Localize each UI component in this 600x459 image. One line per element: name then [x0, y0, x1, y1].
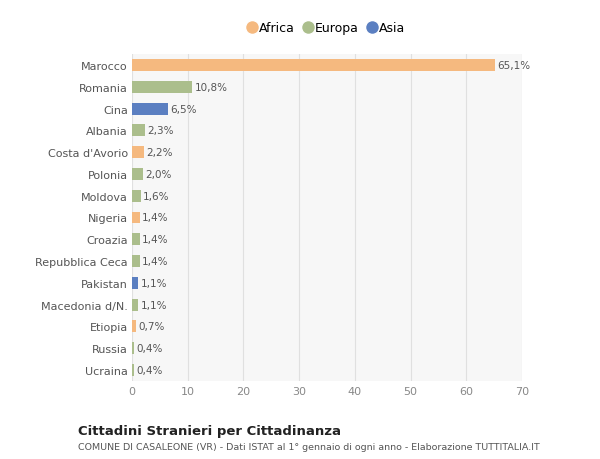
Text: 1,1%: 1,1% [140, 278, 167, 288]
Bar [132, 364, 134, 376]
Text: 0,7%: 0,7% [138, 322, 164, 332]
Text: 1,6%: 1,6% [143, 191, 170, 202]
Bar [132, 147, 144, 159]
Text: 10,8%: 10,8% [194, 83, 227, 93]
Bar [132, 277, 138, 289]
Bar [132, 299, 138, 311]
Text: COMUNE DI CASALEONE (VR) - Dati ISTAT al 1° gennaio di ogni anno - Elaborazione : COMUNE DI CASALEONE (VR) - Dati ISTAT al… [78, 442, 540, 451]
Text: 0,4%: 0,4% [136, 365, 163, 375]
Text: 0,4%: 0,4% [136, 343, 163, 353]
Text: 2,0%: 2,0% [145, 169, 172, 179]
Text: 1,4%: 1,4% [142, 235, 169, 245]
Text: 1,4%: 1,4% [142, 213, 169, 223]
Text: 2,2%: 2,2% [146, 148, 173, 158]
Bar [132, 190, 141, 202]
Text: 1,1%: 1,1% [140, 300, 167, 310]
Bar [132, 82, 192, 94]
Bar [132, 60, 494, 72]
Text: 2,3%: 2,3% [147, 126, 173, 136]
Bar [132, 212, 140, 224]
Text: 65,1%: 65,1% [497, 61, 530, 71]
Text: Cittadini Stranieri per Cittadinanza: Cittadini Stranieri per Cittadinanza [78, 424, 341, 437]
Bar [132, 256, 140, 268]
Bar [132, 234, 140, 246]
Text: 6,5%: 6,5% [170, 104, 197, 114]
Bar [132, 103, 168, 115]
Bar [132, 168, 143, 180]
Bar [132, 342, 134, 354]
Text: 1,4%: 1,4% [142, 257, 169, 267]
Legend: Africa, Europa, Asia: Africa, Europa, Asia [249, 22, 405, 35]
Bar [132, 125, 145, 137]
Bar [132, 321, 136, 333]
